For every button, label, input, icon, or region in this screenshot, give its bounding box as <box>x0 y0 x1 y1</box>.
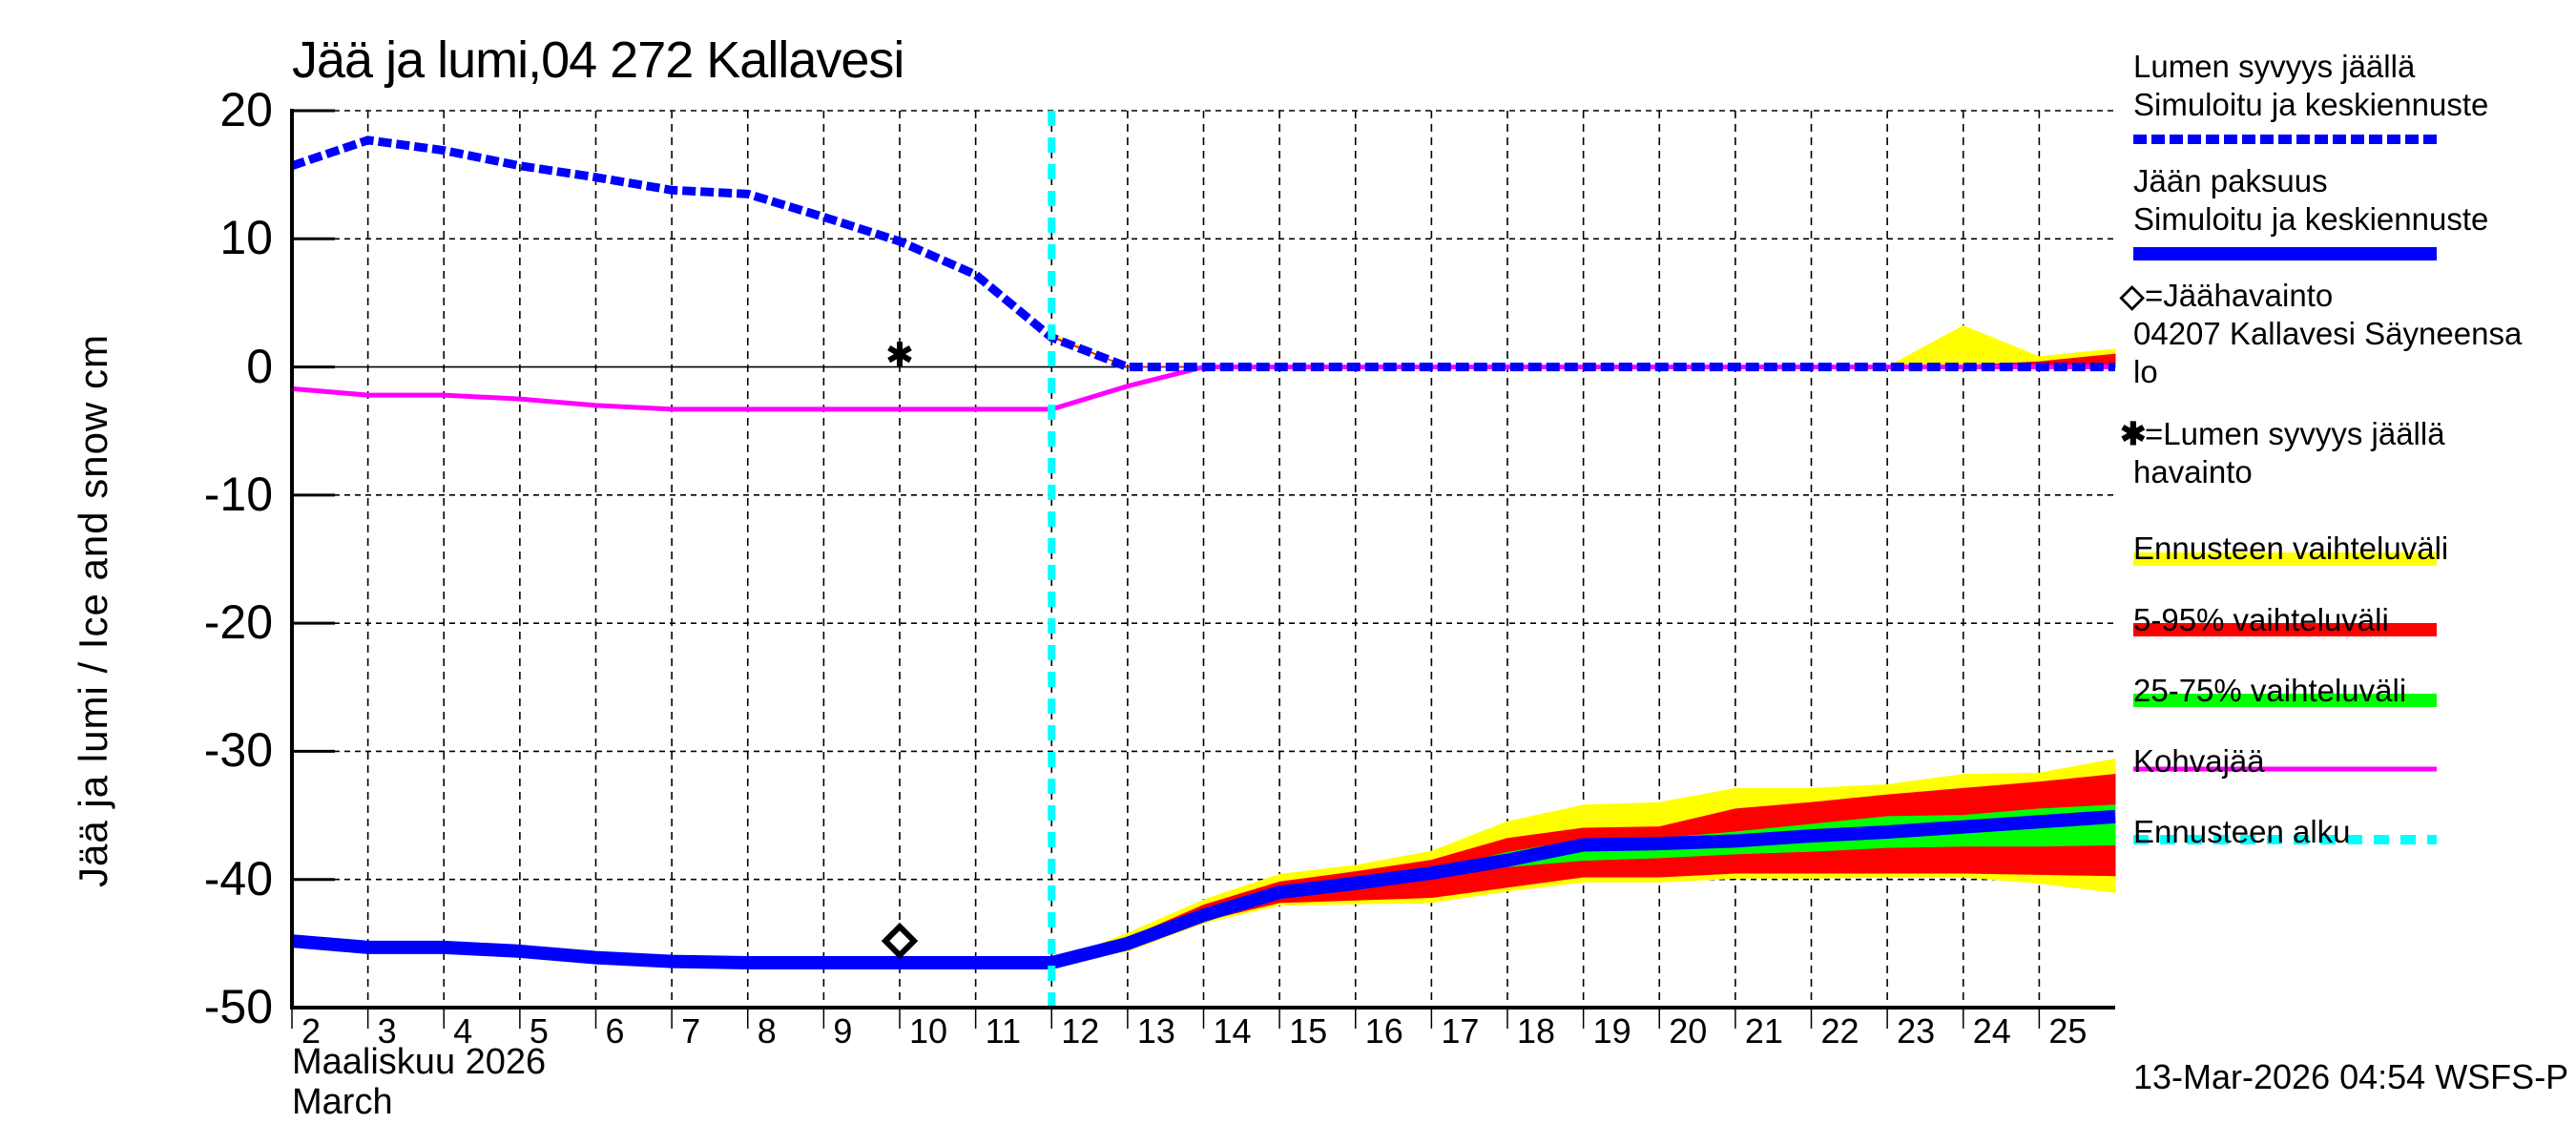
data-lines <box>290 111 2116 1008</box>
x-tick-label: 24 <box>1972 1011 2011 1051</box>
ice-observation-diamond-icon <box>881 922 919 960</box>
x-tick-label: 6 <box>605 1011 625 1051</box>
x-axis-month-en: March <box>292 1082 393 1122</box>
y-tick-label: -50 <box>203 980 273 1033</box>
x-tick-label: 22 <box>1820 1011 1859 1051</box>
snow-band-full-range <box>1050 325 2116 368</box>
y-tick-label: -30 <box>203 723 273 778</box>
x-tick-label: 5 <box>529 1011 549 1051</box>
diamond-icon: ◇ <box>2120 278 2145 313</box>
legend-snow-sub: Simuloitu ja keskiennuste <box>2133 87 2489 122</box>
legend-ice-obs: ◇=Jäähavainto <box>2120 277 2333 315</box>
x-tick-label: 25 <box>2048 1011 2088 1051</box>
y-tick-label: -40 <box>203 851 273 906</box>
legend-swatches <box>2133 135 2437 844</box>
x-tick-label: 10 <box>909 1011 948 1051</box>
ice-thickness-line <box>291 809 2116 969</box>
snow-observation-asterisk-icon <box>887 342 912 367</box>
y-tick-label: 20 <box>219 83 273 136</box>
timestamp: 13-Mar-2026 04:54 WSFS-P <box>2133 1057 2569 1096</box>
legend-ice-title: Jään paksuus <box>2133 163 2328 198</box>
snow-depth-line <box>290 135 2115 372</box>
x-tick-label: 12 <box>1061 1011 1100 1051</box>
x-tick-label: 4 <box>453 1011 473 1051</box>
ice-band-5-95 <box>1051 774 2116 964</box>
y-tick-label: 10 <box>219 211 273 265</box>
legend-range-5-95: 5-95% vaihteluväli <box>2133 602 2389 637</box>
legend-ice-obs-station: 04207 Kallavesi Säyneensa <box>2133 316 2523 351</box>
x-tick-label: 23 <box>1897 1011 1936 1051</box>
x-tick-label: 9 <box>833 1011 853 1051</box>
legend-range-25-75: 25-75% vaihteluväli <box>2133 673 2407 708</box>
x-tick-label: 20 <box>1669 1011 1708 1051</box>
observation-markers <box>881 342 919 960</box>
legend-forecast-start: Ennusteen alku <box>2133 814 2351 849</box>
asterisk-icon: ✱ <box>2120 416 2147 451</box>
x-tick-label: 16 <box>1364 1011 1403 1051</box>
legend-snow-obs-label: =Lumen syvyys jäällä <box>2145 416 2445 451</box>
x-tick-label: 21 <box>1744 1011 1783 1051</box>
x-tick-label: 8 <box>757 1011 777 1051</box>
x-axis-month-fi: Maaliskuu 2026 <box>292 1042 547 1082</box>
legend-snow-obs-label-2: havainto <box>2133 454 2253 489</box>
y-tick-label: -20 <box>203 595 273 650</box>
x-tick-label: 2 <box>301 1011 322 1051</box>
y-axis-title: Jää ja lumi / Ice and snow cm <box>71 334 115 887</box>
axes <box>290 109 2115 1029</box>
x-tick-label: 13 <box>1136 1011 1175 1051</box>
legend-slush: Kohvajää <box>2133 743 2265 779</box>
y-tick-label: 0 <box>246 339 273 393</box>
chart-title: Jää ja lumi,04 272 Kallavesi <box>292 31 904 89</box>
x-tick-label: 14 <box>1213 1011 1252 1051</box>
grid-lines <box>292 110 2115 1008</box>
x-tick-label: 7 <box>681 1011 701 1051</box>
legend-snow-title: Lumen syvyys jäällä <box>2133 49 2416 84</box>
legend-snow-obs: ✱=Lumen syvyys jäällä <box>2120 415 2445 453</box>
x-tick-label: 11 <box>985 1011 1021 1051</box>
x-tick-label: 3 <box>377 1011 397 1051</box>
x-tick-label: 19 <box>1592 1011 1631 1051</box>
legend-ice-obs-station-2: lo <box>2133 354 2158 389</box>
y-tick-label: -10 <box>203 467 273 521</box>
legend-range-full: Ennusteen vaihteluväli <box>2133 531 2449 566</box>
legend-ice-obs-label: =Jäähavainto <box>2145 278 2334 313</box>
x-tick-label: 17 <box>1441 1011 1480 1051</box>
legend-ice-sub: Simuloitu ja keskiennuste <box>2133 201 2489 237</box>
x-tick-label: 15 <box>1289 1011 1328 1051</box>
x-tick-label: 18 <box>1517 1011 1556 1051</box>
slush-line <box>291 364 2115 412</box>
